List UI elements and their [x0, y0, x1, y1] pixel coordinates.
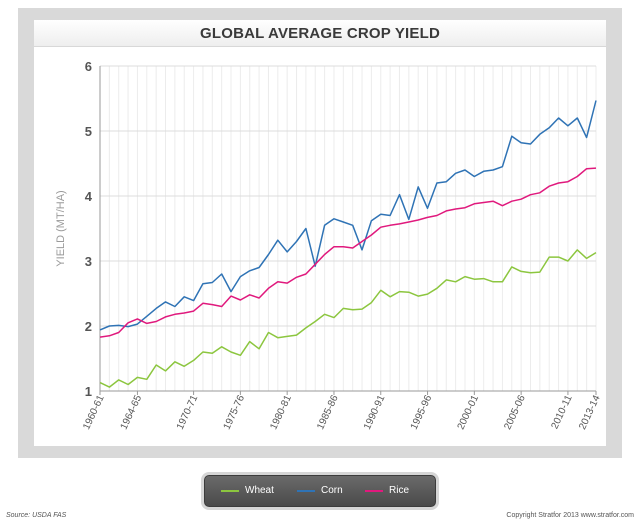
legend: Wheat Corn Rice: [204, 475, 436, 507]
x-tick-label: 1985-86: [315, 393, 341, 431]
legend-label-rice: Rice: [389, 485, 410, 496]
x-tick-label: 2000-01: [456, 393, 482, 431]
x-tick-label: 1990-91: [362, 393, 388, 431]
x-tick-label: 1995-96: [409, 393, 435, 431]
y-axis-label: YIELD (MT/HA): [55, 190, 67, 266]
y-tick-label: 5: [85, 124, 92, 139]
series-line-corn: [99, 100, 597, 331]
legend-swatch-wheat: [221, 490, 239, 492]
x-tick-label: 1975-76: [222, 393, 248, 431]
copyright-note: Copyright Stratfor 2013 www.stratfor.com: [506, 512, 634, 519]
y-tick-label: 1: [85, 384, 92, 399]
series-line-rice: [99, 167, 597, 338]
y-tick-label: 4: [85, 189, 93, 204]
series-line-wheat: [99, 249, 597, 388]
x-tick-label: 2013-14: [577, 393, 603, 431]
x-tick-label: 1980-81: [268, 393, 294, 431]
legend-swatch-rice: [365, 490, 383, 492]
y-tick-label: 2: [85, 319, 92, 334]
chart-title: GLOBAL AVERAGE CROP YIELD: [199, 25, 441, 42]
legend-swatch-corn: [297, 490, 315, 492]
x-tick-label: 2005-06: [502, 393, 528, 431]
legend-label-wheat: Wheat: [245, 485, 274, 496]
legend-label-corn: Corn: [321, 485, 343, 496]
x-tick-label: 2010-11: [549, 393, 574, 431]
y-tick-label: 3: [85, 254, 92, 269]
y-tick-label: 6: [85, 59, 92, 74]
chart-panel: [34, 20, 606, 446]
x-tick-label: 1964-65: [119, 393, 145, 431]
source-note: Source: USDA FAS: [6, 512, 67, 519]
x-tick-label: 1970-71: [175, 393, 201, 431]
title-bar: GLOBAL AVERAGE CROP YIELD: [34, 20, 606, 47]
